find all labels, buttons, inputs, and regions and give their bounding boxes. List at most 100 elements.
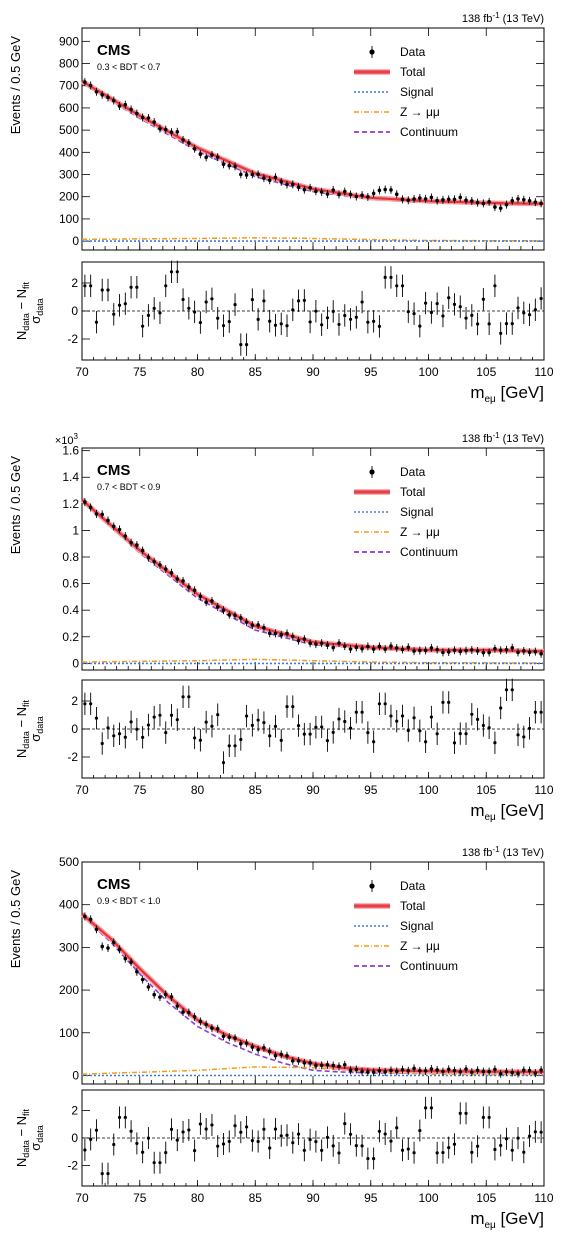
total-uncertainty-band [80,79,545,207]
data-point [475,200,480,205]
residual-point [129,720,133,724]
res-y-tick-label: 2 [71,694,78,708]
x-tick-label: 70 [75,783,89,797]
residual-point [169,713,174,717]
legend-entry-continuum: Continuum [354,959,458,973]
residual-point [475,1144,480,1148]
x-axis-label-sub: eμ [484,394,496,405]
data-point [470,199,474,203]
lumi-energy: (13 TeV) [500,433,544,445]
data-point [527,1068,532,1073]
res-y-tick-label: 0 [71,722,78,736]
y-multiplier-exp: 3 [74,432,79,441]
data-point [279,632,284,637]
data-point [348,647,353,651]
y-multiplier-base: ×10 [55,435,74,447]
residual-denominator: σdata [28,1125,45,1151]
data-point [302,637,307,641]
category-label: 0.9 < BDT < 1.0 [97,896,160,906]
residual-point [354,710,358,714]
data-point [521,197,526,202]
lumi-label: 138 fb-1 (13 TeV) [462,431,544,445]
residual-point [516,306,520,310]
data-point [325,643,330,647]
res-y-tick-label: 2 [71,276,78,290]
residual-point [216,1144,220,1148]
data-point [337,192,341,197]
data-point [187,141,191,145]
experiment-label: CMS [97,42,130,59]
data-point [140,977,145,982]
data-point [498,206,503,210]
residual-point [331,730,335,734]
x-axis-label-m: m [470,383,484,402]
residual-point [146,1136,151,1140]
residual-point [331,1144,335,1148]
data-point [521,649,526,653]
legend-data-marker [369,49,375,55]
residual-point [510,1148,514,1152]
lumi-energy: (13 TeV) [500,847,544,859]
data-point [423,648,428,653]
residual-point [273,724,278,728]
data-point [406,198,411,203]
data-point [215,155,220,159]
legend-label: Signal [400,505,433,519]
residual-point [244,714,249,718]
data-point [377,644,382,649]
residual-point [372,740,376,744]
res-y-tick-label: -2 [67,332,78,346]
data-point [256,1047,260,1052]
data-point [510,1070,515,1075]
residual-point [106,1172,110,1176]
data-point [481,1069,486,1074]
data-point [123,956,128,961]
x-tick-label: 80 [191,1191,205,1205]
data-point [331,188,336,192]
residual-point [493,741,497,745]
residual-den-sigma: σ [28,734,43,742]
data-point [377,1069,382,1073]
data-point [129,540,133,545]
data-point [233,1036,237,1040]
data-point [412,197,416,201]
residual-axis-label: Ndata − Nfit [14,1108,31,1167]
data-point [429,646,434,650]
residual-point [221,324,226,328]
x-axis-label-m: m [470,1209,484,1228]
residual-point [395,1126,399,1130]
residual-point [141,324,145,328]
residual-point [406,728,410,733]
residual-point [198,1122,202,1126]
category-label: 0.3 < BDT < 0.7 [97,62,160,72]
legend-label: Continuum [400,959,458,973]
residual-point [285,1133,289,1137]
data-point [117,104,122,108]
data-point [527,199,532,203]
data-point [383,1070,387,1074]
residual-label-sub2: fit [21,1108,31,1116]
data-point [337,1064,341,1069]
data-point [539,652,543,656]
x-tick-label: 75 [133,783,147,797]
x-tick-label: 110 [534,365,553,379]
residual-point [302,732,306,736]
data-point [244,173,249,177]
residual-point [117,303,122,307]
residual-point [146,313,151,317]
data-point [527,650,532,655]
residual-point [175,718,179,722]
series-line-total [81,80,545,205]
residual-point [406,310,410,314]
residual-point [239,343,243,347]
data-point [504,202,509,207]
data-point [435,1068,439,1072]
data-point [314,189,318,194]
data-point [106,518,110,523]
data-point [325,192,330,196]
residual-point [366,730,370,735]
y-tick-label: 900 [59,34,79,48]
y-tick-label: 1 [72,523,79,537]
x-axis-label-unit: [GeV] [496,1209,544,1228]
